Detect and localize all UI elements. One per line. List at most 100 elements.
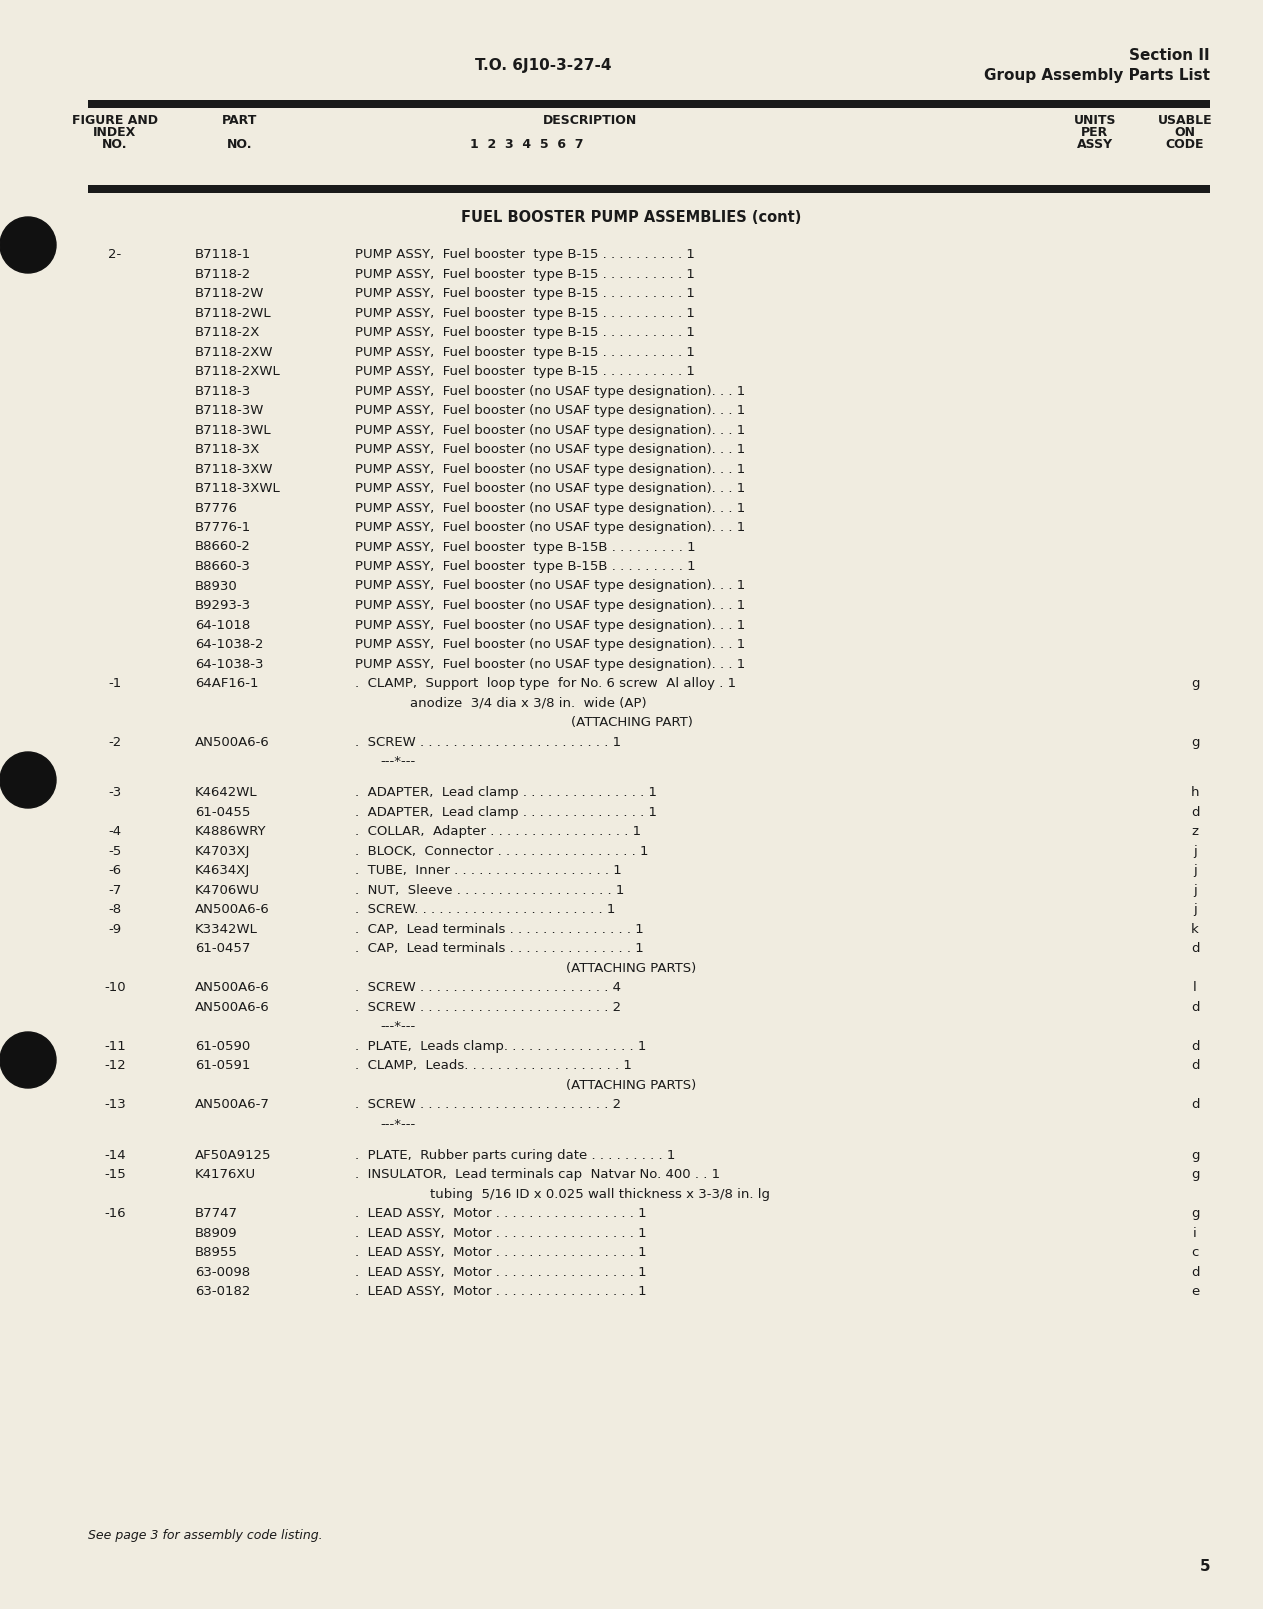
Text: PUMP ASSY,  Fuel booster (no USAF type designation). . . 1: PUMP ASSY, Fuel booster (no USAF type de… bbox=[355, 423, 745, 436]
Text: -15: -15 bbox=[104, 1168, 126, 1181]
Text: j: j bbox=[1194, 845, 1197, 858]
Text: 63-0098: 63-0098 bbox=[195, 1266, 250, 1279]
Text: DESCRIPTION: DESCRIPTION bbox=[543, 114, 637, 127]
Text: PUMP ASSY,  Fuel booster (no USAF type designation). . . 1: PUMP ASSY, Fuel booster (no USAF type de… bbox=[355, 462, 745, 476]
Text: -10: -10 bbox=[104, 981, 126, 994]
Bar bbox=[88, 100, 1210, 108]
Text: AF50A9125: AF50A9125 bbox=[195, 1149, 272, 1162]
Text: PUMP ASSY,  Fuel booster (no USAF type designation). . . 1: PUMP ASSY, Fuel booster (no USAF type de… bbox=[355, 385, 745, 397]
Text: .  PLATE,  Rubber parts curing date . . . . . . . . . 1: . PLATE, Rubber parts curing date . . . … bbox=[355, 1149, 676, 1162]
Text: UNITS: UNITS bbox=[1074, 114, 1116, 127]
Text: PUMP ASSY,  Fuel booster (no USAF type designation). . . 1: PUMP ASSY, Fuel booster (no USAF type de… bbox=[355, 618, 745, 631]
Text: B7747: B7747 bbox=[195, 1207, 237, 1220]
Text: 61-0455: 61-0455 bbox=[195, 806, 250, 819]
Circle shape bbox=[0, 217, 56, 274]
Text: PUMP ASSY,  Fuel booster (no USAF type designation). . . 1: PUMP ASSY, Fuel booster (no USAF type de… bbox=[355, 521, 745, 534]
Text: B7118-2XWL: B7118-2XWL bbox=[195, 365, 280, 378]
Text: K4886WRY: K4886WRY bbox=[195, 825, 266, 838]
Text: PUMP ASSY,  Fuel booster  type B-15 . . . . . . . . . . 1: PUMP ASSY, Fuel booster type B-15 . . . … bbox=[355, 365, 695, 378]
Text: .  PLATE,  Leads clamp. . . . . . . . . . . . . . . . 1: . PLATE, Leads clamp. . . . . . . . . . … bbox=[355, 1039, 647, 1052]
Text: .  SCREW . . . . . . . . . . . . . . . . . . . . . . . 2: . SCREW . . . . . . . . . . . . . . . . … bbox=[355, 1099, 621, 1112]
Text: PUMP ASSY,  Fuel booster (no USAF type designation). . . 1: PUMP ASSY, Fuel booster (no USAF type de… bbox=[355, 658, 745, 671]
Text: B7118-3W: B7118-3W bbox=[195, 404, 264, 417]
Text: PUMP ASSY,  Fuel booster (no USAF type designation). . . 1: PUMP ASSY, Fuel booster (no USAF type de… bbox=[355, 599, 745, 611]
Text: g: g bbox=[1191, 1207, 1200, 1220]
Text: .  SCREW . . . . . . . . . . . . . . . . . . . . . . . 4: . SCREW . . . . . . . . . . . . . . . . … bbox=[355, 981, 621, 994]
Text: ASSY: ASSY bbox=[1077, 138, 1113, 151]
Text: B7118-2W: B7118-2W bbox=[195, 286, 264, 299]
Text: .  CLAMP,  Support  loop type  for No. 6 screw  Al alloy . 1: . CLAMP, Support loop type for No. 6 scr… bbox=[355, 677, 736, 690]
Text: PUMP ASSY,  Fuel booster (no USAF type designation). . . 1: PUMP ASSY, Fuel booster (no USAF type de… bbox=[355, 502, 745, 515]
Text: g: g bbox=[1191, 1149, 1200, 1162]
Text: 2-: 2- bbox=[109, 248, 121, 261]
Text: AN500A6-6: AN500A6-6 bbox=[195, 735, 270, 748]
Text: .  NUT,  Sleeve . . . . . . . . . . . . . . . . . . . 1: . NUT, Sleeve . . . . . . . . . . . . . … bbox=[355, 883, 624, 896]
Text: .  TUBE,  Inner . . . . . . . . . . . . . . . . . . . 1: . TUBE, Inner . . . . . . . . . . . . . … bbox=[355, 864, 621, 877]
Text: PUMP ASSY,  Fuel booster  type B-15B . . . . . . . . . 1: PUMP ASSY, Fuel booster type B-15B . . .… bbox=[355, 541, 696, 553]
Text: PUMP ASSY,  Fuel booster (no USAF type designation). . . 1: PUMP ASSY, Fuel booster (no USAF type de… bbox=[355, 404, 745, 417]
Text: .  ADAPTER,  Lead clamp . . . . . . . . . . . . . . . 1: . ADAPTER, Lead clamp . . . . . . . . . … bbox=[355, 787, 657, 800]
Text: 63-0182: 63-0182 bbox=[195, 1286, 250, 1298]
Text: K4634XJ: K4634XJ bbox=[195, 864, 250, 877]
Text: B7118-2WL: B7118-2WL bbox=[195, 306, 272, 320]
Text: B7118-3: B7118-3 bbox=[195, 385, 251, 397]
Text: K4176XU: K4176XU bbox=[195, 1168, 256, 1181]
Text: .  CLAMP,  Leads. . . . . . . . . . . . . . . . . . . 1: . CLAMP, Leads. . . . . . . . . . . . . … bbox=[355, 1059, 632, 1072]
Text: FUEL BOOSTER PUMP ASSEMBLIES (cont): FUEL BOOSTER PUMP ASSEMBLIES (cont) bbox=[461, 211, 802, 225]
Text: (ATTACHING PARTS): (ATTACHING PARTS) bbox=[566, 1078, 697, 1091]
Text: (ATTACHING PART): (ATTACHING PART) bbox=[571, 716, 692, 729]
Text: -11: -11 bbox=[104, 1039, 126, 1052]
Text: B7776-1: B7776-1 bbox=[195, 521, 251, 534]
Text: NO.: NO. bbox=[227, 138, 253, 151]
Text: K4703XJ: K4703XJ bbox=[195, 845, 250, 858]
Text: B8660-2: B8660-2 bbox=[195, 541, 251, 553]
Text: i: i bbox=[1194, 1228, 1197, 1241]
Text: 61-0590: 61-0590 bbox=[195, 1039, 250, 1052]
Text: .  CAP,  Lead terminals . . . . . . . . . . . . . . . 1: . CAP, Lead terminals . . . . . . . . . … bbox=[355, 943, 644, 956]
Text: B7118-3X: B7118-3X bbox=[195, 442, 260, 455]
Text: B7118-2: B7118-2 bbox=[195, 267, 251, 280]
Text: j: j bbox=[1194, 864, 1197, 877]
Text: B7118-3WL: B7118-3WL bbox=[195, 423, 272, 436]
Text: -13: -13 bbox=[104, 1099, 126, 1112]
Text: j: j bbox=[1194, 903, 1197, 916]
Text: -16: -16 bbox=[104, 1207, 126, 1220]
Text: .  LEAD ASSY,  Motor . . . . . . . . . . . . . . . . . 1: . LEAD ASSY, Motor . . . . . . . . . . .… bbox=[355, 1247, 647, 1260]
Text: 5: 5 bbox=[1200, 1559, 1210, 1574]
Text: B7776: B7776 bbox=[195, 502, 237, 515]
Text: anodize  3/4 dia x 3/8 in.  wide (AP): anodize 3/4 dia x 3/8 in. wide (AP) bbox=[410, 697, 647, 710]
Text: g: g bbox=[1191, 735, 1200, 748]
Text: PUMP ASSY,  Fuel booster (no USAF type designation). . . 1: PUMP ASSY, Fuel booster (no USAF type de… bbox=[355, 483, 745, 496]
Text: PUMP ASSY,  Fuel booster  type B-15 . . . . . . . . . . 1: PUMP ASSY, Fuel booster type B-15 . . . … bbox=[355, 248, 695, 261]
Text: USABLE: USABLE bbox=[1158, 114, 1212, 127]
Text: T.O. 6J10-3-27-4: T.O. 6J10-3-27-4 bbox=[475, 58, 611, 72]
Text: PER: PER bbox=[1081, 126, 1109, 138]
Text: B7118-1: B7118-1 bbox=[195, 248, 251, 261]
Text: .  LEAD ASSY,  Motor . . . . . . . . . . . . . . . . . 1: . LEAD ASSY, Motor . . . . . . . . . . .… bbox=[355, 1207, 647, 1220]
Text: See page 3 for assembly code listing.: See page 3 for assembly code listing. bbox=[88, 1529, 322, 1541]
Text: AN500A6-6: AN500A6-6 bbox=[195, 981, 270, 994]
Text: AN500A6-6: AN500A6-6 bbox=[195, 903, 270, 916]
Text: 64AF16-1: 64AF16-1 bbox=[195, 677, 259, 690]
Text: PUMP ASSY,  Fuel booster  type B-15 . . . . . . . . . . 1: PUMP ASSY, Fuel booster type B-15 . . . … bbox=[355, 286, 695, 299]
Text: -7: -7 bbox=[109, 883, 121, 896]
Text: 61-0457: 61-0457 bbox=[195, 943, 250, 956]
Text: AN500A6-6: AN500A6-6 bbox=[195, 1001, 270, 1014]
Text: PUMP ASSY,  Fuel booster  type B-15 . . . . . . . . . . 1: PUMP ASSY, Fuel booster type B-15 . . . … bbox=[355, 267, 695, 280]
Circle shape bbox=[0, 1031, 56, 1088]
Text: -8: -8 bbox=[109, 903, 121, 916]
Circle shape bbox=[0, 751, 56, 808]
Text: .  BLOCK,  Connector . . . . . . . . . . . . . . . . . 1: . BLOCK, Connector . . . . . . . . . . .… bbox=[355, 845, 648, 858]
Text: B7118-3XWL: B7118-3XWL bbox=[195, 483, 280, 496]
Text: -6: -6 bbox=[109, 864, 121, 877]
Text: Section II: Section II bbox=[1129, 48, 1210, 63]
Text: (ATTACHING PARTS): (ATTACHING PARTS) bbox=[566, 962, 697, 975]
Text: 64-1018: 64-1018 bbox=[195, 618, 250, 631]
Text: INDEX: INDEX bbox=[93, 126, 136, 138]
Text: d: d bbox=[1191, 1099, 1200, 1112]
Text: -9: -9 bbox=[109, 922, 121, 936]
Text: h: h bbox=[1191, 787, 1200, 800]
Text: d: d bbox=[1191, 1039, 1200, 1052]
Text: PUMP ASSY,  Fuel booster (no USAF type designation). . . 1: PUMP ASSY, Fuel booster (no USAF type de… bbox=[355, 442, 745, 455]
Text: ---*---: ---*--- bbox=[380, 1118, 416, 1131]
